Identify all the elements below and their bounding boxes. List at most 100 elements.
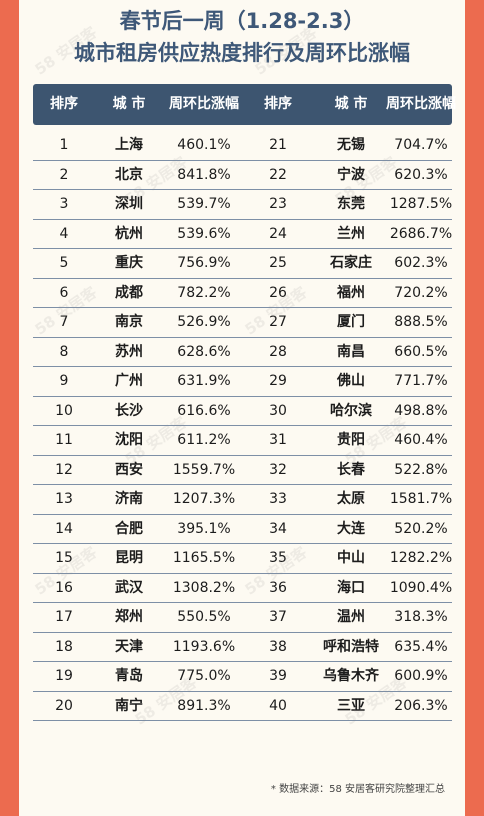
cell-rank-right: 28 [269,343,287,360]
cell-rank-right: 23 [269,196,287,212]
cell-rank-right: 21 [269,137,287,153]
cell-growth-left: 782.2% [177,284,231,301]
cell-city-right: 呼和浩特 [323,638,379,655]
cell-rank-left: 8 [59,343,69,360]
cell-city-left: 成都 [115,284,143,301]
cell-rank-left: 16 [55,579,73,596]
header-rank-left: 排序 [50,96,78,112]
table-row: 8 苏州 628.6% 28 南昌 660.5% [33,338,452,367]
header-growth-left: 周环比涨幅 [169,96,239,112]
cell-city-left: 西安 [115,461,143,478]
cell-growth-right: 1581.7% [389,491,453,507]
cell-rank-left: 7 [59,314,69,330]
cell-rank-left: 1 [59,137,69,153]
cell-city-right: 温州 [337,609,365,625]
cell-city-right: 南昌 [337,343,365,360]
cell-city-right: 佛山 [337,373,365,389]
cell-growth-right: 704.7% [394,137,448,153]
cell-city-left: 济南 [115,491,143,507]
cell-rank-left: 13 [55,491,73,507]
cell-city-right: 无锡 [337,137,365,153]
table-row: 10 长沙 616.6% 30 哈尔滨 498.8% [33,397,452,426]
table-row: 17 郑州 550.5% 37 温州 318.3% [33,603,452,633]
header-rank-right: 排序 [264,96,292,112]
cell-city-right: 哈尔滨 [330,402,372,419]
cell-city-left: 沈阳 [115,432,143,448]
table-row: 13 济南 1207.3% 33 太原 1581.7% [33,485,452,515]
cell-rank-right: 32 [269,461,287,478]
cell-city-right: 宁波 [337,166,365,183]
cell-growth-right: 318.3% [394,609,448,625]
cell-rank-left: 15 [55,550,73,566]
header-growth-right: 周环比涨幅 [386,96,456,112]
table-row: 3 深圳 539.7% 23 东莞 1287.5% [33,190,452,220]
header-city-left: 城 市 [112,96,146,112]
cell-city-left: 南宁 [115,697,143,714]
cell-growth-right: 522.8% [394,461,448,478]
cell-growth-left: 460.1% [177,137,231,153]
cell-growth-right: 1282.2% [389,550,453,566]
table-row: 4 杭州 539.6% 24 兰州 2686.7% [33,220,452,249]
cell-growth-left: 611.2% [177,432,231,448]
cell-rank-right: 26 [269,284,287,301]
table-row: 12 西安 1559.7% 32 长春 522.8% [33,456,452,485]
table-row: 2 北京 841.8% 22 宁波 620.3% [33,161,452,190]
cell-growth-right: 460.4% [394,432,448,448]
cell-rank-left: 12 [55,461,73,478]
cell-city-left: 杭州 [115,225,143,242]
cell-city-right: 三亚 [337,697,365,714]
title-line-1: 春节后一周（1.28-2.3） [119,9,365,33]
cell-rank-right: 38 [269,638,287,655]
cell-rank-left: 10 [55,402,73,419]
cell-rank-right: 39 [269,668,287,684]
cell-rank-left: 18 [55,638,73,655]
cell-city-left: 广州 [115,373,143,389]
table-row: 18 天津 1193.6% 38 呼和浩特 635.4% [33,633,452,662]
cell-rank-left: 17 [55,609,73,625]
table-row: 14 合肥 395.1% 34 大连 520.2% [33,515,452,544]
table-header: 排序 城 市 周环比涨幅 排序 城 市 周环比涨幅 [33,84,456,125]
cell-rank-right: 34 [269,520,287,537]
cell-city-right: 厦门 [337,314,365,330]
cell-city-right: 长春 [337,461,365,478]
cell-growth-left: 756.9% [177,255,231,271]
cell-city-right: 福州 [337,284,365,301]
cell-city-left: 上海 [115,137,143,153]
cell-city-right: 东莞 [337,196,365,212]
cell-rank-left: 3 [59,196,69,212]
cell-growth-left: 550.5% [177,609,231,625]
cell-rank-left: 4 [59,225,69,242]
cell-rank-right: 29 [269,373,287,389]
cell-city-left: 南京 [115,314,143,330]
cell-city-left: 合肥 [115,520,143,537]
cell-city-left: 青岛 [115,668,143,684]
cell-city-left: 武汉 [115,579,143,596]
cell-rank-left: 11 [55,432,73,448]
ranking-card: 春节后一周（1.28-2.3） 城市租房供应热度排行及周环比涨幅 排序 城 市 … [19,0,465,816]
cell-city-right: 太原 [337,491,365,507]
cell-growth-left: 891.3% [177,697,231,714]
cell-growth-right: 2686.7% [389,225,453,242]
cell-growth-left: 1308.2% [172,579,236,596]
cell-rank-left: 14 [55,520,73,537]
cell-city-right: 海口 [337,579,365,596]
header-city-right: 城 市 [334,96,368,112]
cell-city-left: 天津 [115,638,143,655]
table-row: 6 成都 782.2% 26 福州 720.2% [33,279,452,308]
cell-growth-left: 1165.5% [172,550,236,566]
cell-growth-left: 616.6% [177,402,231,419]
cell-growth-left: 539.6% [177,225,231,242]
cell-rank-left: 9 [59,373,69,389]
cell-city-left: 昆明 [115,550,143,566]
cell-city-left: 北京 [115,166,143,183]
cell-rank-left: 20 [55,697,73,714]
cell-rank-right: 30 [269,402,287,419]
cell-growth-left: 841.8% [177,166,231,183]
cell-growth-right: 498.8% [394,402,448,419]
cell-growth-right: 888.5% [394,314,448,330]
cell-rank-right: 36 [269,579,287,596]
table-row: 16 武汉 1308.2% 36 海口 1090.4% [33,574,452,603]
cell-city-right: 石家庄 [330,255,372,271]
cell-rank-left: 6 [59,284,69,301]
cell-growth-right: 520.2% [394,520,448,537]
